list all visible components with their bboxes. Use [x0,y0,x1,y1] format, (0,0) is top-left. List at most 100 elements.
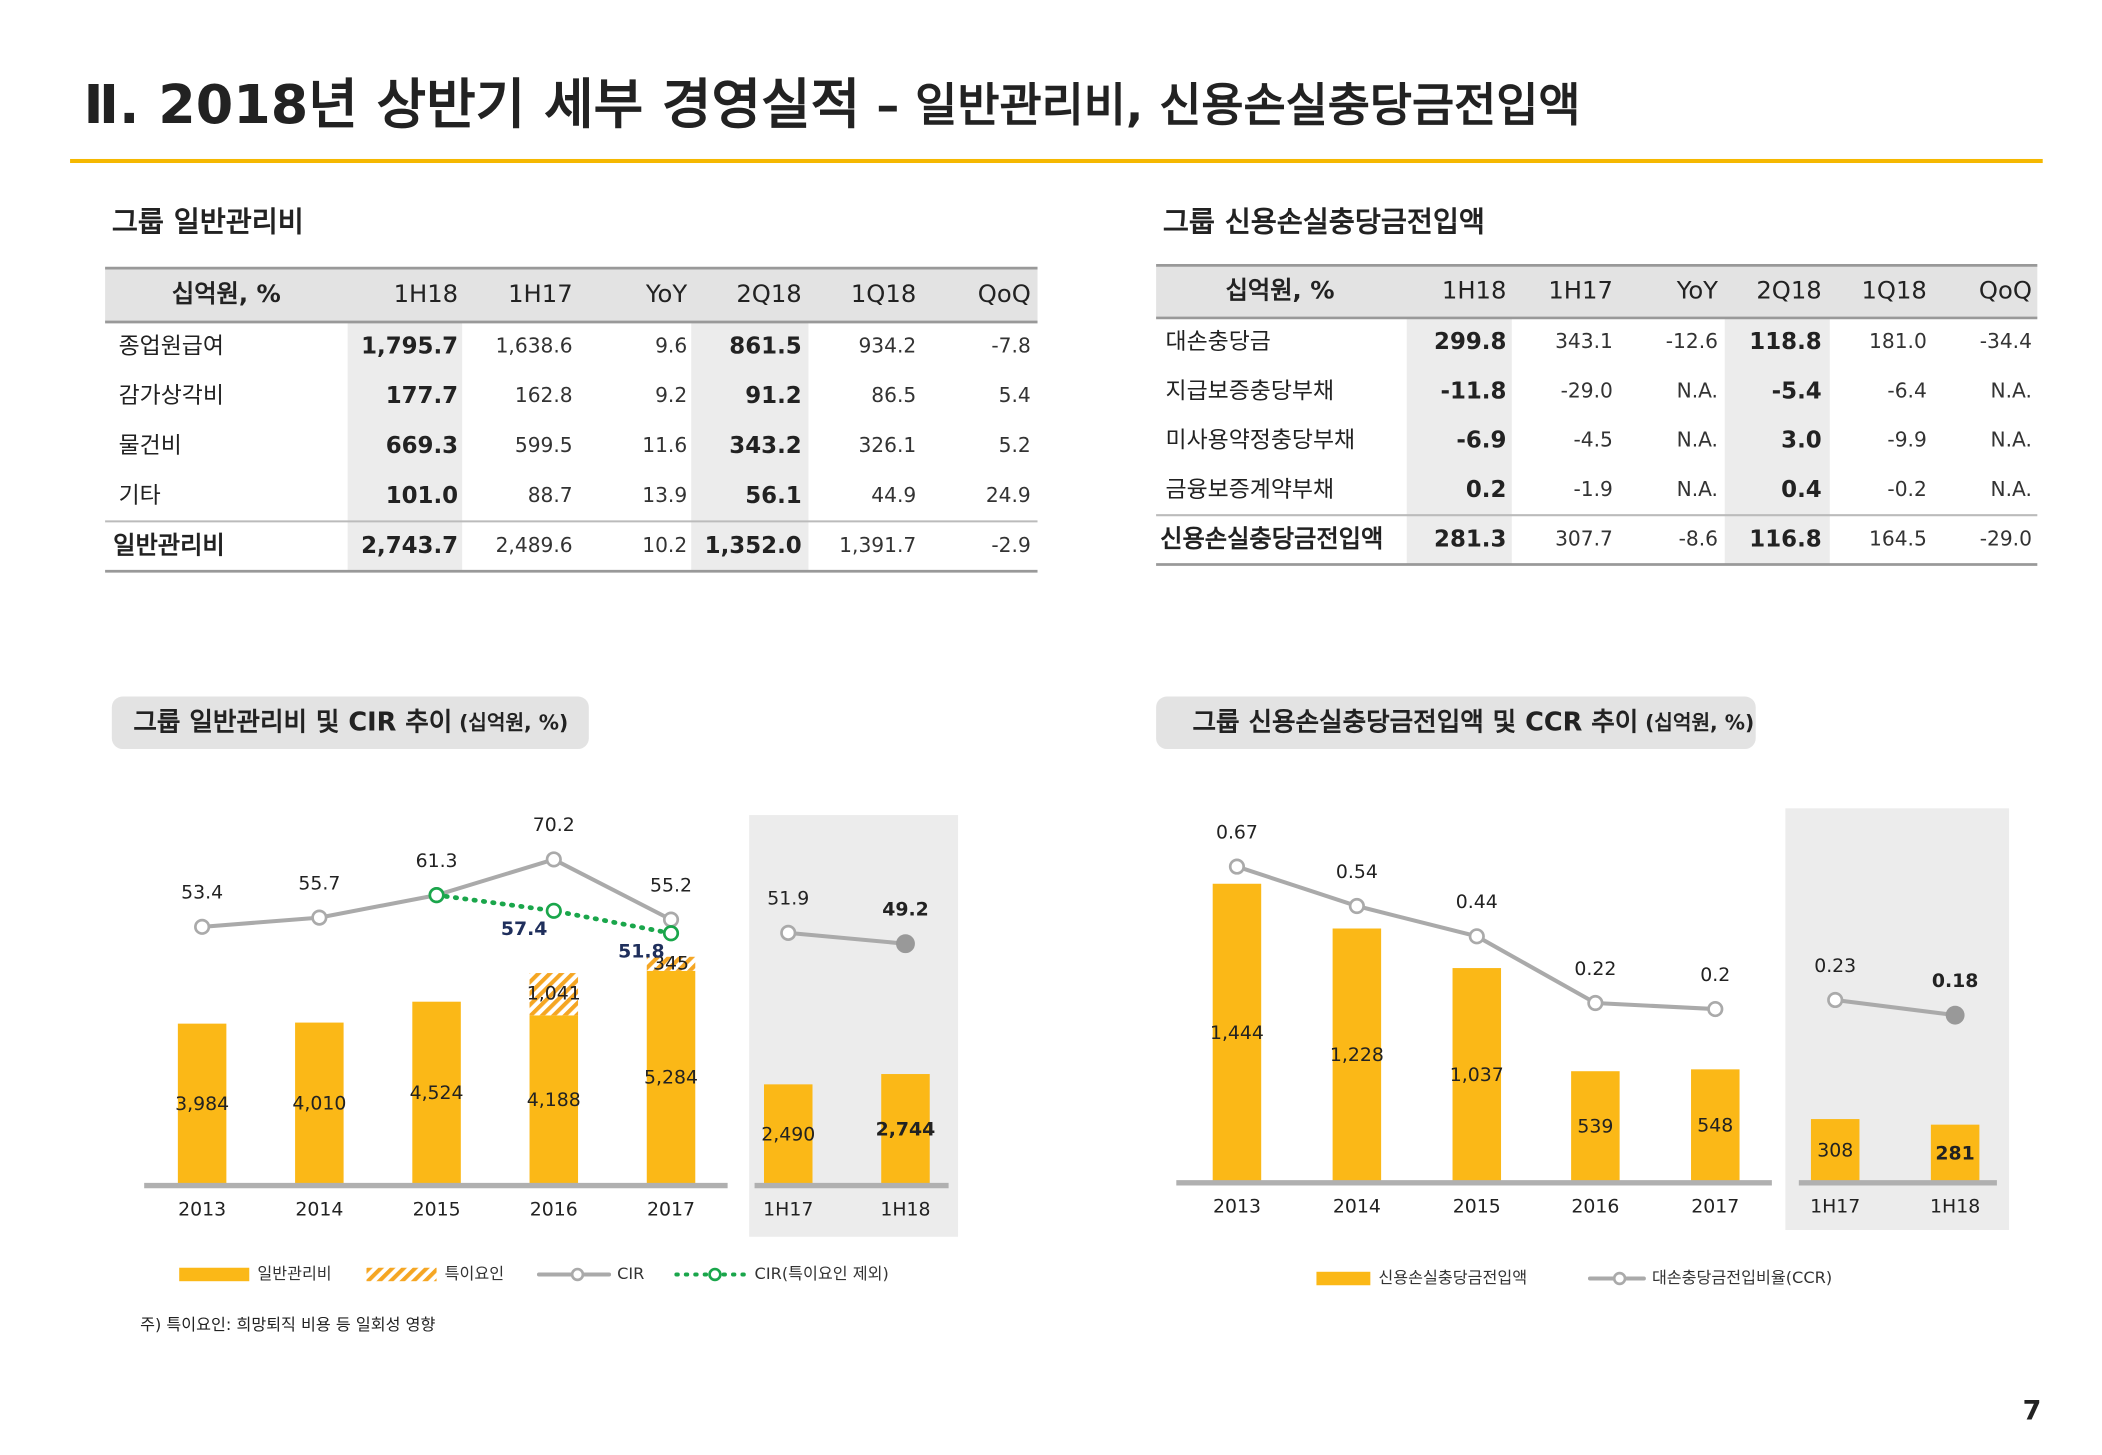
table-cell: 1,638.6 [496,333,573,357]
table-header-cell: 2Q18 [1756,276,1821,305]
bar [1452,968,1502,1183]
title: Ⅱ. 2018년 상반기 세부 경영실적 [84,72,861,135]
chart-title-text: 그룹 신용손실충당금전입액 및 CCR 추이 [1192,707,1638,737]
table-cell: 1,391.7 [839,533,916,557]
bar-label: 308 [1817,1139,1853,1161]
bar-label: 2,744 [876,1118,936,1140]
bar-label: 3,984 [175,1093,229,1115]
table-cell: 1,352.0 [705,533,802,559]
table-header-cell: QoQ [1979,276,2032,305]
x-tick-label: 1H18 [880,1198,930,1220]
table-cell: 101.0 [386,483,458,509]
line-marker [545,851,562,868]
column-shade [1724,317,1830,565]
table-cell: 일반관리비 [113,530,225,559]
table-cell: 0.4 [1781,477,1822,503]
x-tick-label: 2015 [413,1198,461,1220]
table-cell: -29.0 [1980,526,2032,550]
bar [1810,1119,1860,1183]
table-cell: -8.6 [1679,526,1718,550]
chart-unit: (십억원, %) [1645,710,1754,734]
bar [1332,928,1382,1183]
table-cell: 1,795.7 [361,333,458,359]
x-tick-label: 2014 [295,1198,343,1220]
bar [295,1022,344,1186]
table-cell: 지급보증충당부채 [1166,378,1334,404]
line-label: 49.2 [882,899,929,921]
bar-label: 345 [653,952,689,974]
chart-unit: (십억원, %) [459,710,568,734]
bar-label: 539 [1577,1116,1613,1138]
line-marker [1827,991,1844,1009]
line-label: 0.18 [1932,970,1979,992]
x-tick-label: 2016 [530,1198,578,1220]
legend-swatch [366,1267,437,1282]
table-header-cell: 1H18 [394,279,459,308]
table-cell: 86.5 [871,383,916,407]
legend-label: 대손충당금전입비율(CCR) [1652,1268,1832,1287]
line-marker [896,934,915,954]
line-label: 0.2 [1700,964,1730,986]
table-header-cell: 1Q18 [851,279,916,308]
line-marker [780,924,797,941]
line-label: 51.8 [618,941,665,963]
legend-marker [1612,1271,1627,1286]
bar-label: 5,284 [644,1067,698,1089]
bar-label: 548 [1697,1115,1733,1137]
line-label: 55.7 [298,872,340,894]
table-cell: 24.9 [986,483,1031,507]
footnote: 주) 특이요인: 희망퇴직 비용 등 일회성 영향 [140,1315,435,1334]
bar [1212,883,1262,1183]
line-label: 51.9 [767,888,809,910]
line-marker [545,902,562,919]
x-tick-label: 2017 [1691,1196,1739,1218]
table-cell: 신용손실충당금전입액 [1160,524,1383,553]
table-cell: 대손충당금 [1166,329,1271,355]
bar-label: 281 [1935,1142,1974,1164]
line-label: 0.22 [1574,958,1616,980]
table-cell: 물건비 [119,433,182,459]
legend-swatch [1316,1271,1371,1286]
table-cell: -12.6 [1666,329,1718,353]
table-cell: 164.5 [1869,526,1927,550]
legend-label: CIR [617,1264,644,1283]
table-header-cell: 1H17 [508,279,573,308]
table-cell: 162.8 [515,383,573,407]
table-cell: N.A. [1991,477,2032,501]
table-cell: 343.2 [729,433,801,459]
table-title: 그룹 신용손실충당금전입액 [1163,206,1485,239]
legend-swatch [179,1267,250,1282]
table-cell: 326.1 [858,433,916,457]
x-tick-label: 2015 [1453,1196,1501,1218]
table-cell: 9.2 [655,383,687,407]
line-marker [662,925,680,942]
legend-label: CIR(특이요인 제외) [755,1264,889,1283]
table-header-cell: 십억원, % [172,279,281,308]
chart-title: 그룹 일반관리비 및 CIR 추이 (십억원, %) [133,707,568,737]
slide-title: Ⅱ. 2018년 상반기 세부 경영실적 – 일반관리비, 신용손실충당금전입액 [84,72,1581,135]
line-label: 0.54 [1336,861,1378,883]
table-header-cell: YoY [1676,276,1718,305]
table-cell: 감가상각비 [119,383,224,409]
line-label: 61.3 [416,850,458,872]
bar-label: 4,010 [292,1093,346,1115]
table-cell: 177.7 [386,383,458,409]
table-cell: 669.3 [386,433,458,459]
column-shade [1406,317,1512,565]
bar-label: 1,041 [527,983,581,1005]
chart-title-text: 그룹 일반관리비 및 CIR 추이 [133,707,452,737]
chart-title-box [111,696,589,750]
table-cell: 기타 [119,483,161,509]
table-header-bg [105,268,1038,322]
table-cell: 599.5 [515,433,573,457]
table-cell: N.A. [1677,477,1718,501]
line [1833,997,1958,1018]
line-marker [311,909,328,926]
table-cell: N.A. [1991,378,2032,402]
table-cell: 5.2 [999,433,1031,457]
stacked-bar [529,973,579,1016]
table-cell: 56.1 [745,483,801,509]
line-marker [1587,994,1604,1012]
table-cell: 2,489.6 [496,533,573,557]
